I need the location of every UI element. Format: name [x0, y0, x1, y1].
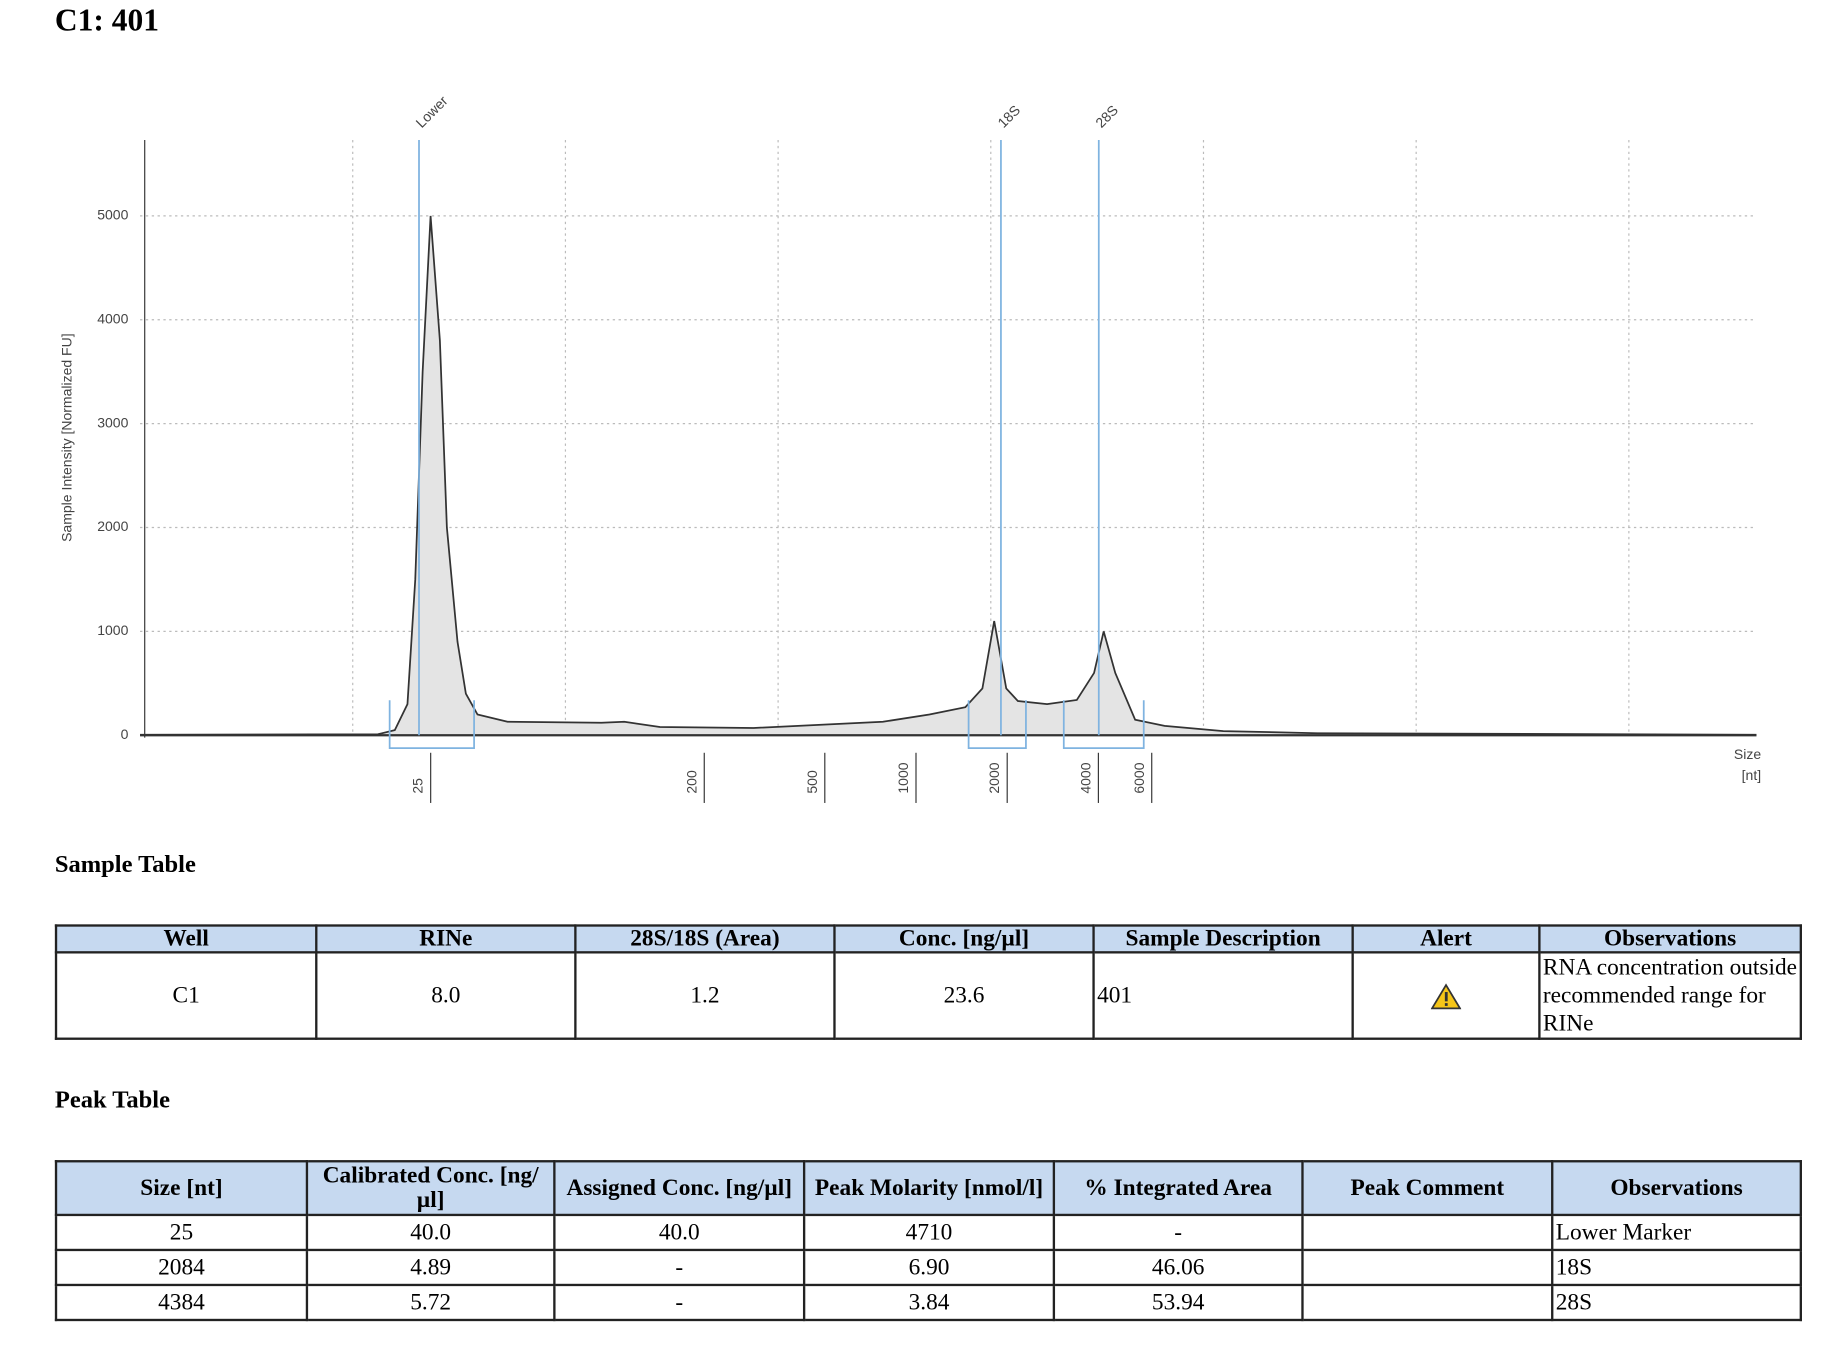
- header-cell: Assigned Conc. [ng/µl]: [553, 1160, 806, 1217]
- x-axis-label: Size: [1734, 746, 1761, 762]
- header-cell: Peak Comment: [1301, 1160, 1554, 1217]
- peak-range: [1062, 700, 1145, 749]
- cell: 53.94: [1052, 1283, 1304, 1322]
- cell: -: [1052, 1213, 1304, 1252]
- y-tick-label: 2000: [97, 518, 128, 534]
- x-tick-label: 500: [804, 770, 820, 794]
- x-tick-label: 1000: [895, 762, 911, 793]
- cell: C1: [54, 951, 318, 1040]
- peak-table: Size [nt] Calibrated Conc. [ng/µl] Assigne…: [54, 1160, 1802, 1322]
- area-fill: [140, 215, 1757, 736]
- x-tick-label: 200: [683, 770, 699, 794]
- section-title: Peak Table: [54, 1085, 170, 1114]
- header-cell: Well: [54, 924, 318, 954]
- trace-line: [140, 215, 1757, 736]
- chart: 0 1000 2000 3000 4000 5000 Sample Intensity [N…: [58, 92, 1761, 803]
- cell: 40.0: [553, 1213, 806, 1252]
- cell: -: [553, 1248, 806, 1287]
- cell: 5.72: [305, 1283, 556, 1322]
- header-cell: 28S/18S (Area): [574, 924, 836, 954]
- header-cell: Alert: [1351, 924, 1541, 954]
- cell: 40.0: [305, 1213, 556, 1252]
- cell: 4710: [802, 1213, 1056, 1252]
- x-tick-label: 6000: [1131, 762, 1147, 793]
- header-cell: Observations: [1538, 924, 1802, 954]
- peak-range: [967, 700, 1027, 749]
- header-cell: Peak Molarity [nmol/l]: [802, 1160, 1056, 1217]
- report-title: C1: 401: [54, 2, 160, 38]
- cell: 23.6: [833, 951, 1095, 1040]
- cell: 3.84: [802, 1283, 1056, 1322]
- header-cell: % Integrated Area: [1052, 1160, 1304, 1217]
- cell: 4.89: [305, 1248, 556, 1287]
- sample-table: Well RINe 28S/18S (Area) Conc. [ng/µl] Sampl…: [54, 924, 1802, 1040]
- cell: -: [553, 1283, 806, 1322]
- cell: [1301, 1283, 1554, 1322]
- cell: 6.90: [802, 1248, 1056, 1287]
- x-tick-label: 2000: [986, 762, 1002, 793]
- header-row: Size [nt] Calibrated Conc. [ng/µl] Assigne…: [54, 1160, 1802, 1217]
- cell: [1301, 1213, 1554, 1252]
- cell: [1301, 1248, 1554, 1287]
- cell: 4384: [54, 1283, 309, 1322]
- cell: [1351, 951, 1541, 1040]
- cell: 1.2: [574, 951, 836, 1040]
- y-axis-label: Sample Intensity [Normalized FU]: [58, 333, 74, 542]
- header-cell: Size [nt]: [54, 1160, 309, 1217]
- cell: 28S: [1551, 1283, 1802, 1322]
- cell: 46.06: [1052, 1248, 1304, 1287]
- header-row: Well RINe 28S/18S (Area) Conc. [ng/µl] Sampl…: [54, 924, 1802, 954]
- row: 4384 5.72-3.84 53.94 28S: [54, 1283, 1802, 1322]
- header-cell: Calibrated Conc. [ng/µl]: [305, 1160, 556, 1217]
- x-tick-label: 4000: [1077, 762, 1093, 793]
- row: 2084 4.89-6.90 46.06 18S: [54, 1248, 1802, 1287]
- y-tick-label: 4000: [97, 310, 128, 326]
- y-tick-label: 1000: [97, 622, 128, 638]
- y-tick-label: 0: [121, 726, 129, 742]
- cell: 18S: [1551, 1248, 1802, 1287]
- header-cell: Conc. [ng/µl]: [833, 924, 1095, 954]
- cell: 401: [1092, 951, 1354, 1040]
- cell: RNA concentration outside recommended ra…: [1538, 951, 1802, 1040]
- peak-label: 28S: [1092, 102, 1121, 131]
- cell: Lower Marker: [1551, 1213, 1802, 1252]
- header-cell: RINe: [315, 924, 577, 954]
- y-tick-label: 3000: [97, 414, 128, 430]
- cell: 2084: [54, 1248, 309, 1287]
- peak-range: [388, 700, 475, 749]
- row: C1 8.0 1.2 23.6 401 RNA concentration outside…: [54, 951, 1802, 1040]
- x-axis-label: [nt]: [1742, 767, 1761, 783]
- cell: 8.0: [315, 951, 577, 1040]
- peak-label: 18S: [994, 102, 1023, 131]
- warning-icon: [1430, 982, 1462, 1009]
- peak-label: Lower: [412, 92, 451, 131]
- row: 25 40.0 40.0 4710- Lower Marker: [54, 1213, 1802, 1252]
- cell: 25: [54, 1213, 309, 1252]
- section-title: Sample Table: [54, 849, 196, 878]
- header-cell: Observations: [1551, 1160, 1802, 1217]
- y-tick-label: 5000: [97, 207, 128, 223]
- x-tick-label: 25: [410, 778, 426, 794]
- header-cell: Sample Description: [1092, 924, 1354, 954]
